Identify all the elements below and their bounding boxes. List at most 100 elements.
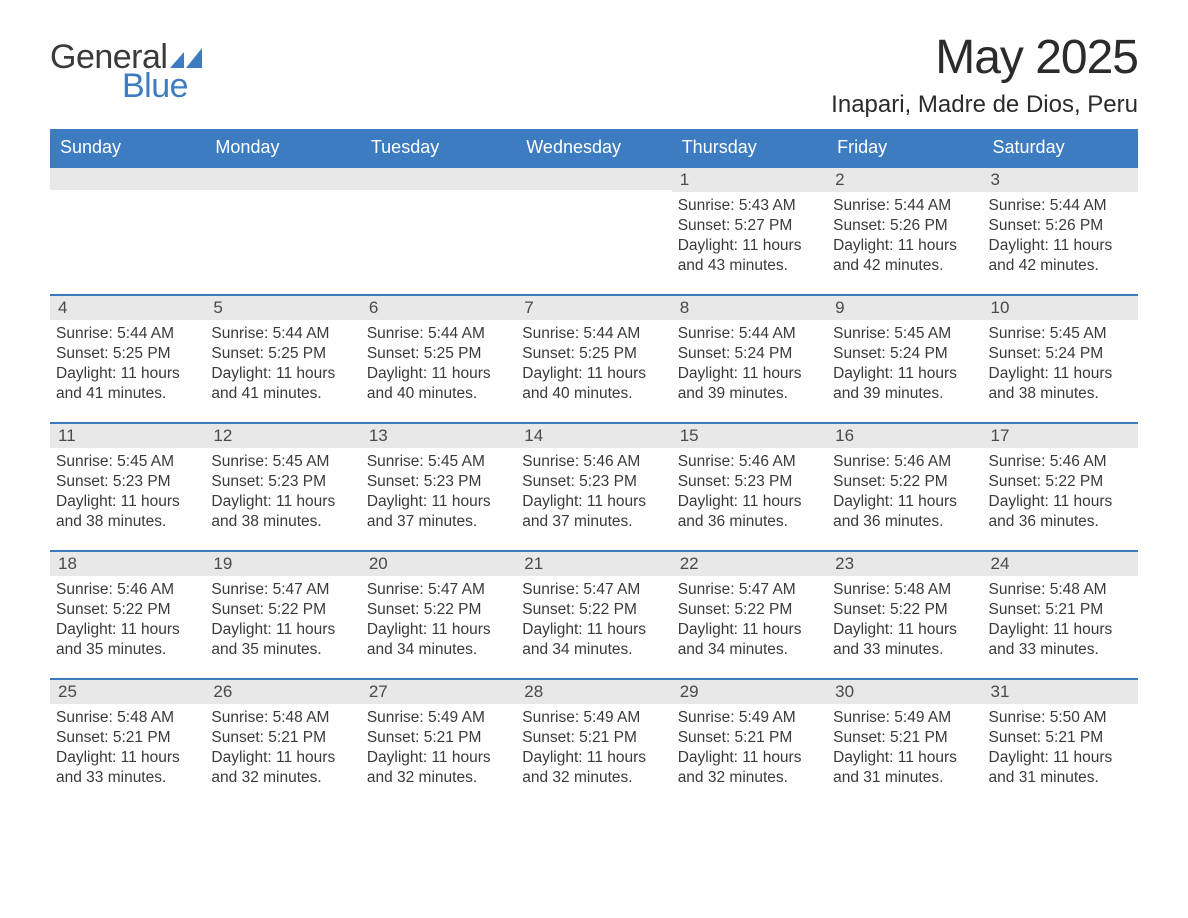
sunset-line: Sunset: 5:22 PM bbox=[522, 600, 663, 620]
daylight-line-2: and 35 minutes. bbox=[56, 640, 197, 660]
daylight-line-2: and 43 minutes. bbox=[678, 256, 819, 276]
logo: General Blue bbox=[50, 38, 202, 106]
calendar-day-cell: 6Sunrise: 5:44 AMSunset: 5:25 PMDaylight… bbox=[361, 294, 516, 422]
sunrise-line: Sunrise: 5:49 AM bbox=[367, 708, 508, 728]
sunrise-line: Sunrise: 5:49 AM bbox=[833, 708, 974, 728]
sunrise-line: Sunrise: 5:47 AM bbox=[367, 580, 508, 600]
calendar-day-cell: 1Sunrise: 5:43 AMSunset: 5:27 PMDaylight… bbox=[672, 166, 827, 294]
day-cell: 21Sunrise: 5:47 AMSunset: 5:22 PMDayligh… bbox=[516, 550, 671, 678]
daylight-line-1: Daylight: 11 hours bbox=[678, 620, 819, 640]
calendar-body: 1Sunrise: 5:43 AMSunset: 5:27 PMDaylight… bbox=[50, 166, 1138, 806]
sunset-line: Sunset: 5:21 PM bbox=[56, 728, 197, 748]
day-cell: 23Sunrise: 5:48 AMSunset: 5:22 PMDayligh… bbox=[827, 550, 982, 678]
sunrise-line: Sunrise: 5:45 AM bbox=[367, 452, 508, 472]
weekday-header: Wednesday bbox=[516, 129, 671, 166]
day-number: 30 bbox=[827, 678, 982, 704]
weekday-header: Monday bbox=[205, 129, 360, 166]
day-cell: 2Sunrise: 5:44 AMSunset: 5:26 PMDaylight… bbox=[827, 166, 982, 294]
daylight-line-2: and 32 minutes. bbox=[211, 768, 352, 788]
day-number: 26 bbox=[205, 678, 360, 704]
daylight-line-1: Daylight: 11 hours bbox=[989, 236, 1130, 256]
daylight-line-2: and 41 minutes. bbox=[211, 384, 352, 404]
daylight-line-1: Daylight: 11 hours bbox=[56, 364, 197, 384]
day-body: Sunrise: 5:46 AMSunset: 5:23 PMDaylight:… bbox=[516, 448, 671, 539]
sunset-line: Sunset: 5:23 PM bbox=[367, 472, 508, 492]
day-body: Sunrise: 5:47 AMSunset: 5:22 PMDaylight:… bbox=[361, 576, 516, 667]
daylight-line-2: and 41 minutes. bbox=[56, 384, 197, 404]
daylight-line-2: and 38 minutes. bbox=[211, 512, 352, 532]
sunrise-line: Sunrise: 5:46 AM bbox=[678, 452, 819, 472]
day-body: Sunrise: 5:45 AMSunset: 5:24 PMDaylight:… bbox=[983, 320, 1138, 411]
day-number: 11 bbox=[50, 422, 205, 448]
day-cell: 31Sunrise: 5:50 AMSunset: 5:21 PMDayligh… bbox=[983, 678, 1138, 806]
daylight-line-1: Daylight: 11 hours bbox=[211, 620, 352, 640]
daylight-line-2: and 34 minutes. bbox=[367, 640, 508, 660]
day-body: Sunrise: 5:48 AMSunset: 5:22 PMDaylight:… bbox=[827, 576, 982, 667]
day-body: Sunrise: 5:44 AMSunset: 5:25 PMDaylight:… bbox=[50, 320, 205, 411]
day-number: 22 bbox=[672, 550, 827, 576]
day-body: Sunrise: 5:46 AMSunset: 5:22 PMDaylight:… bbox=[50, 576, 205, 667]
day-number: 8 bbox=[672, 294, 827, 320]
daylight-line-1: Daylight: 11 hours bbox=[833, 364, 974, 384]
sunrise-line: Sunrise: 5:47 AM bbox=[211, 580, 352, 600]
logo-text-blue: Blue bbox=[122, 67, 188, 106]
weekday-header: Sunday bbox=[50, 129, 205, 166]
title-block: May 2025 Inapari, Madre de Dios, Peru bbox=[831, 30, 1138, 119]
day-cell: 6Sunrise: 5:44 AMSunset: 5:25 PMDaylight… bbox=[361, 294, 516, 422]
daylight-line-1: Daylight: 11 hours bbox=[367, 364, 508, 384]
day-body: Sunrise: 5:47 AMSunset: 5:22 PMDaylight:… bbox=[205, 576, 360, 667]
daylight-line-1: Daylight: 11 hours bbox=[211, 748, 352, 768]
daylight-line-1: Daylight: 11 hours bbox=[833, 492, 974, 512]
day-body: Sunrise: 5:48 AMSunset: 5:21 PMDaylight:… bbox=[205, 704, 360, 795]
sunset-line: Sunset: 5:22 PM bbox=[989, 472, 1130, 492]
calendar-day-cell: 2Sunrise: 5:44 AMSunset: 5:26 PMDaylight… bbox=[827, 166, 982, 294]
day-body: Sunrise: 5:44 AMSunset: 5:25 PMDaylight:… bbox=[205, 320, 360, 411]
sunset-line: Sunset: 5:21 PM bbox=[367, 728, 508, 748]
weekday-header-row: SundayMondayTuesdayWednesdayThursdayFrid… bbox=[50, 129, 1138, 166]
sunset-line: Sunset: 5:22 PM bbox=[833, 600, 974, 620]
daylight-line-2: and 38 minutes. bbox=[56, 512, 197, 532]
daylight-line-1: Daylight: 11 hours bbox=[678, 492, 819, 512]
day-number: 27 bbox=[361, 678, 516, 704]
sunset-line: Sunset: 5:24 PM bbox=[989, 344, 1130, 364]
day-cell: 10Sunrise: 5:45 AMSunset: 5:24 PMDayligh… bbox=[983, 294, 1138, 422]
sunrise-line: Sunrise: 5:46 AM bbox=[989, 452, 1130, 472]
sunrise-line: Sunrise: 5:45 AM bbox=[833, 324, 974, 344]
day-cell: 22Sunrise: 5:47 AMSunset: 5:22 PMDayligh… bbox=[672, 550, 827, 678]
sunrise-line: Sunrise: 5:45 AM bbox=[211, 452, 352, 472]
day-cell: 1Sunrise: 5:43 AMSunset: 5:27 PMDaylight… bbox=[672, 166, 827, 294]
daylight-line-2: and 39 minutes. bbox=[678, 384, 819, 404]
daylight-line-2: and 31 minutes. bbox=[989, 768, 1130, 788]
sunrise-line: Sunrise: 5:47 AM bbox=[678, 580, 819, 600]
day-number: 1 bbox=[672, 166, 827, 192]
day-number: 31 bbox=[983, 678, 1138, 704]
daylight-line-1: Daylight: 11 hours bbox=[367, 620, 508, 640]
calendar-week-row: 1Sunrise: 5:43 AMSunset: 5:27 PMDaylight… bbox=[50, 166, 1138, 294]
day-body: Sunrise: 5:47 AMSunset: 5:22 PMDaylight:… bbox=[516, 576, 671, 667]
day-body: Sunrise: 5:44 AMSunset: 5:26 PMDaylight:… bbox=[827, 192, 982, 283]
day-cell: 14Sunrise: 5:46 AMSunset: 5:23 PMDayligh… bbox=[516, 422, 671, 550]
day-body: Sunrise: 5:43 AMSunset: 5:27 PMDaylight:… bbox=[672, 192, 827, 283]
day-body: Sunrise: 5:49 AMSunset: 5:21 PMDaylight:… bbox=[672, 704, 827, 795]
sunset-line: Sunset: 5:23 PM bbox=[678, 472, 819, 492]
day-number: 12 bbox=[205, 422, 360, 448]
sunrise-line: Sunrise: 5:43 AM bbox=[678, 196, 819, 216]
day-body: Sunrise: 5:45 AMSunset: 5:23 PMDaylight:… bbox=[361, 448, 516, 539]
daylight-line-1: Daylight: 11 hours bbox=[678, 364, 819, 384]
day-number: 16 bbox=[827, 422, 982, 448]
day-number: 24 bbox=[983, 550, 1138, 576]
calendar-day-cell: 19Sunrise: 5:47 AMSunset: 5:22 PMDayligh… bbox=[205, 550, 360, 678]
day-cell: 4Sunrise: 5:44 AMSunset: 5:25 PMDaylight… bbox=[50, 294, 205, 422]
daylight-line-1: Daylight: 11 hours bbox=[989, 492, 1130, 512]
calendar-day-cell bbox=[50, 166, 205, 294]
day-number: 5 bbox=[205, 294, 360, 320]
logo-triangle-icon bbox=[170, 46, 202, 68]
daylight-line-1: Daylight: 11 hours bbox=[56, 492, 197, 512]
day-number: 28 bbox=[516, 678, 671, 704]
day-cell: 18Sunrise: 5:46 AMSunset: 5:22 PMDayligh… bbox=[50, 550, 205, 678]
daylight-line-1: Daylight: 11 hours bbox=[56, 748, 197, 768]
calendar-day-cell bbox=[516, 166, 671, 294]
day-number: 6 bbox=[361, 294, 516, 320]
page-title: May 2025 bbox=[831, 30, 1138, 85]
sunset-line: Sunset: 5:25 PM bbox=[367, 344, 508, 364]
